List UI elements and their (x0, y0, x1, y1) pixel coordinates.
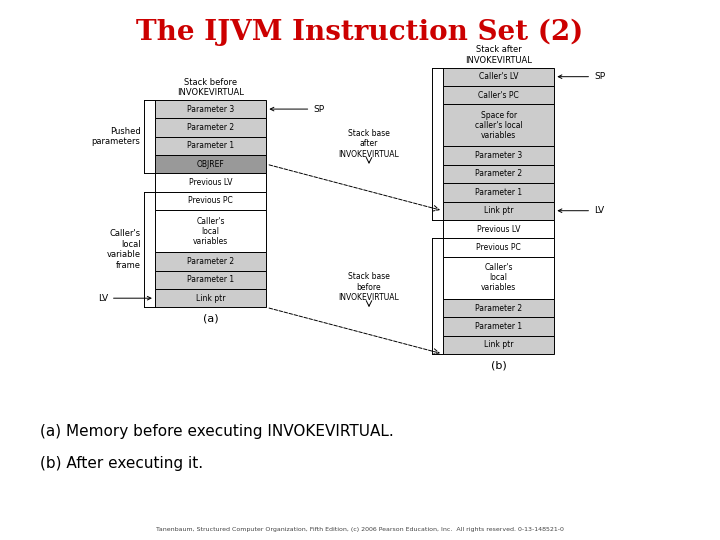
Text: OBJREF: OBJREF (197, 160, 225, 168)
Bar (155, 155, 266, 173)
Text: Parameter 2: Parameter 2 (187, 257, 234, 266)
Bar (443, 68, 554, 86)
Bar (443, 299, 554, 317)
Bar (443, 165, 554, 183)
Text: Link ptr: Link ptr (196, 294, 225, 303)
Text: Caller's LV: Caller's LV (479, 72, 518, 81)
Bar (443, 220, 554, 238)
Text: (a): (a) (203, 314, 218, 324)
Bar (155, 118, 266, 137)
Text: Parameter 3: Parameter 3 (475, 151, 522, 160)
Text: Caller's
local
variables: Caller's local variables (193, 217, 228, 246)
Text: Caller's
local
variable
frame: Caller's local variable frame (107, 230, 140, 269)
Text: Previous PC: Previous PC (188, 197, 233, 205)
Text: SP: SP (558, 72, 605, 81)
Text: Stack base
after
INVOKEVIRTUAL: Stack base after INVOKEVIRTUAL (338, 129, 400, 159)
Text: Parameter 2: Parameter 2 (475, 303, 522, 313)
Text: (a) Memory before executing INVOKEVIRTUAL.: (a) Memory before executing INVOKEVIRTUA… (40, 424, 393, 439)
Text: Parameter 1: Parameter 1 (187, 141, 234, 150)
Bar (443, 104, 554, 146)
Bar (443, 256, 554, 299)
Text: (b) After executing it.: (b) After executing it. (40, 456, 203, 471)
Text: Link ptr: Link ptr (484, 206, 513, 215)
Text: Stack before
INVOKEVIRTUAL: Stack before INVOKEVIRTUAL (177, 78, 244, 97)
Text: Parameter 2: Parameter 2 (187, 123, 234, 132)
Bar (443, 146, 554, 165)
Text: Link ptr: Link ptr (484, 340, 513, 349)
Bar (443, 86, 554, 104)
Bar (443, 317, 554, 335)
Bar (155, 192, 266, 210)
Text: Space for
caller's local
variables: Space for caller's local variables (474, 111, 523, 140)
Text: Parameter 2: Parameter 2 (475, 170, 522, 179)
Bar (155, 100, 266, 118)
Bar (443, 335, 554, 354)
Text: Stack base
before
INVOKEVIRTUAL: Stack base before INVOKEVIRTUAL (338, 272, 400, 302)
Text: Caller's
local
variables: Caller's local variables (481, 263, 516, 292)
Bar (155, 173, 266, 192)
Bar (155, 289, 266, 307)
Bar (443, 183, 554, 201)
Text: SP: SP (270, 105, 324, 113)
Text: Parameter 1: Parameter 1 (187, 275, 234, 285)
Bar (155, 252, 266, 271)
Text: Stack after
INVOKEVIRTUAL: Stack after INVOKEVIRTUAL (465, 45, 532, 65)
Text: Previous LV: Previous LV (477, 225, 521, 234)
Text: Tanenbaum, Structured Computer Organization, Fifth Edition, (c) 2006 Pearson Edu: Tanenbaum, Structured Computer Organizat… (156, 527, 564, 532)
Text: LV: LV (98, 294, 151, 303)
Bar (155, 271, 266, 289)
Text: Caller's PC: Caller's PC (478, 91, 519, 99)
Text: Pushed
parameters: Pushed parameters (91, 127, 140, 146)
Text: Parameter 1: Parameter 1 (475, 188, 522, 197)
Text: Parameter 3: Parameter 3 (187, 105, 234, 113)
Text: Parameter 1: Parameter 1 (475, 322, 522, 331)
Text: The IJVM Instruction Set (2): The IJVM Instruction Set (2) (136, 19, 584, 46)
Text: Previous PC: Previous PC (476, 243, 521, 252)
Text: (b): (b) (491, 360, 506, 370)
Bar (443, 201, 554, 220)
Bar (155, 137, 266, 155)
Text: LV: LV (558, 206, 604, 215)
Text: Previous LV: Previous LV (189, 178, 233, 187)
Bar (155, 210, 266, 252)
Bar (443, 238, 554, 256)
